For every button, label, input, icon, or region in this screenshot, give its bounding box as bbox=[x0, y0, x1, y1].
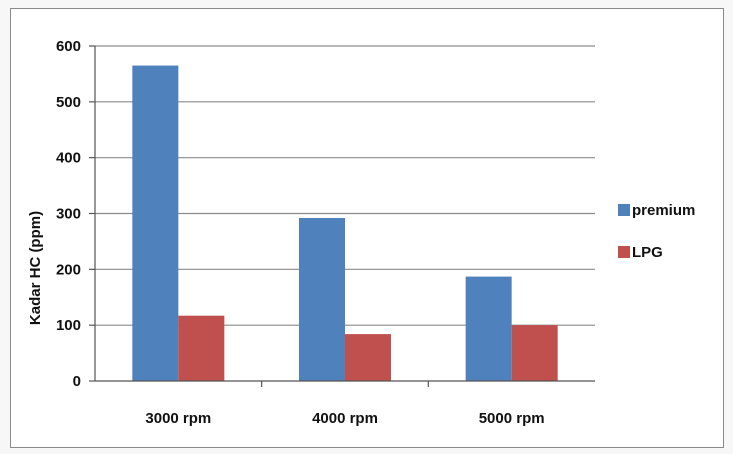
bar-premium-3000-rpm bbox=[132, 65, 179, 382]
y-tick-label: 500 bbox=[56, 94, 81, 111]
legend-label-premium: premium bbox=[632, 202, 695, 219]
legend-label-lpg: LPG bbox=[632, 244, 663, 261]
y-tick-label: 400 bbox=[56, 150, 81, 167]
y-tick-label: 100 bbox=[56, 317, 81, 334]
bars bbox=[132, 65, 558, 382]
y-tick-label: 300 bbox=[56, 206, 81, 223]
y-tick-label: 200 bbox=[56, 261, 81, 278]
bar-lpg-3000-rpm bbox=[178, 315, 225, 381]
axes: 0 100 200 300 400 500 600 3000 rpm 4000 rpm 5000 … bbox=[56, 38, 595, 427]
y-tick-label: 600 bbox=[56, 38, 81, 55]
bar-premium-4000-rpm bbox=[299, 217, 345, 381]
y-axis-label: Kadar HC (ppm) bbox=[27, 211, 44, 325]
legend: premium LPG bbox=[618, 202, 695, 261]
bar-premium-5000-rpm bbox=[465, 276, 512, 381]
bar-lpg-5000-rpm bbox=[511, 325, 558, 381]
x-tick-label: 3000 rpm bbox=[145, 410, 211, 427]
x-tick-label: 4000 rpm bbox=[312, 410, 378, 427]
x-tick-label: 5000 rpm bbox=[479, 410, 545, 427]
y-tick-label: 0 bbox=[73, 373, 81, 390]
legend-swatch-lpg bbox=[618, 246, 630, 258]
bar-lpg-4000-rpm bbox=[345, 334, 391, 381]
legend-swatch-premium bbox=[618, 204, 630, 216]
